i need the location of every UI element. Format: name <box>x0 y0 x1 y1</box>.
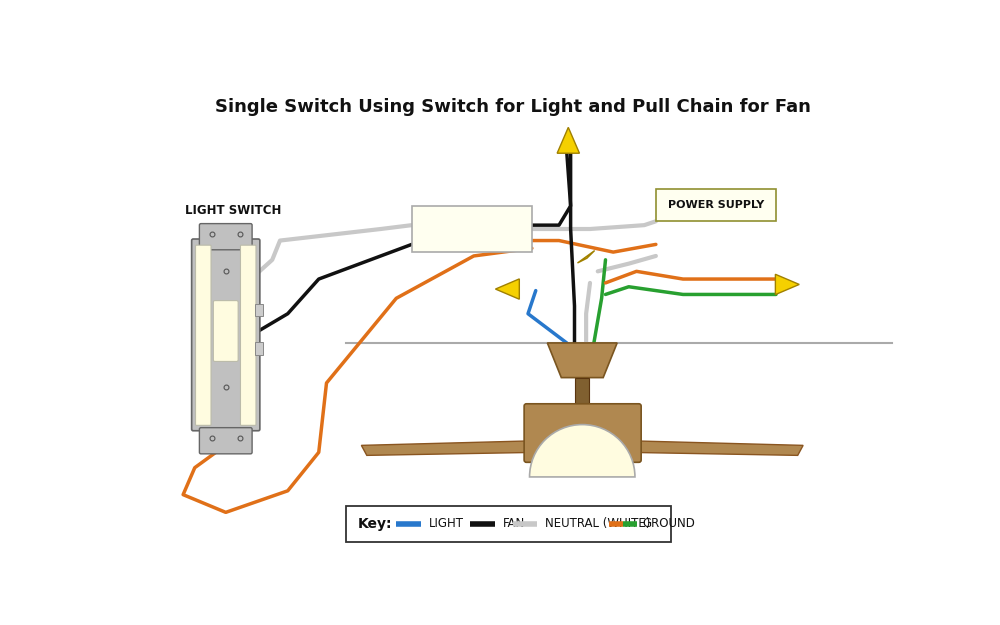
Polygon shape <box>625 441 803 456</box>
FancyBboxPatch shape <box>524 404 641 462</box>
Polygon shape <box>577 251 595 263</box>
FancyBboxPatch shape <box>199 428 252 454</box>
Text: GROUND: GROUND <box>642 518 695 531</box>
FancyBboxPatch shape <box>656 189 776 221</box>
Polygon shape <box>557 127 579 153</box>
FancyBboxPatch shape <box>240 245 256 426</box>
Polygon shape <box>495 279 519 299</box>
Text: Key:: Key: <box>358 517 392 531</box>
Text: LIGHT: LIGHT <box>429 518 464 531</box>
Text: FAN: FAN <box>502 518 525 531</box>
FancyBboxPatch shape <box>213 301 238 361</box>
FancyBboxPatch shape <box>196 245 211 426</box>
FancyBboxPatch shape <box>346 506 671 542</box>
Text: Single Switch Using Switch for Light and Pull Chain for Fan: Single Switch Using Switch for Light and… <box>215 98 810 116</box>
Text: LIGHT SWITCH: LIGHT SWITCH <box>185 204 282 217</box>
Polygon shape <box>361 441 540 456</box>
Text: NEUTRAL (WHITE): NEUTRAL (WHITE) <box>545 518 650 531</box>
Polygon shape <box>547 343 617 377</box>
Polygon shape <box>775 274 799 294</box>
Wedge shape <box>530 424 635 477</box>
FancyBboxPatch shape <box>412 206 532 252</box>
FancyBboxPatch shape <box>575 378 589 406</box>
FancyBboxPatch shape <box>255 304 263 316</box>
FancyBboxPatch shape <box>199 224 252 250</box>
FancyBboxPatch shape <box>255 342 263 354</box>
Text: POWER SUPPLY: POWER SUPPLY <box>668 200 764 210</box>
FancyBboxPatch shape <box>192 239 260 431</box>
FancyBboxPatch shape <box>574 460 590 476</box>
